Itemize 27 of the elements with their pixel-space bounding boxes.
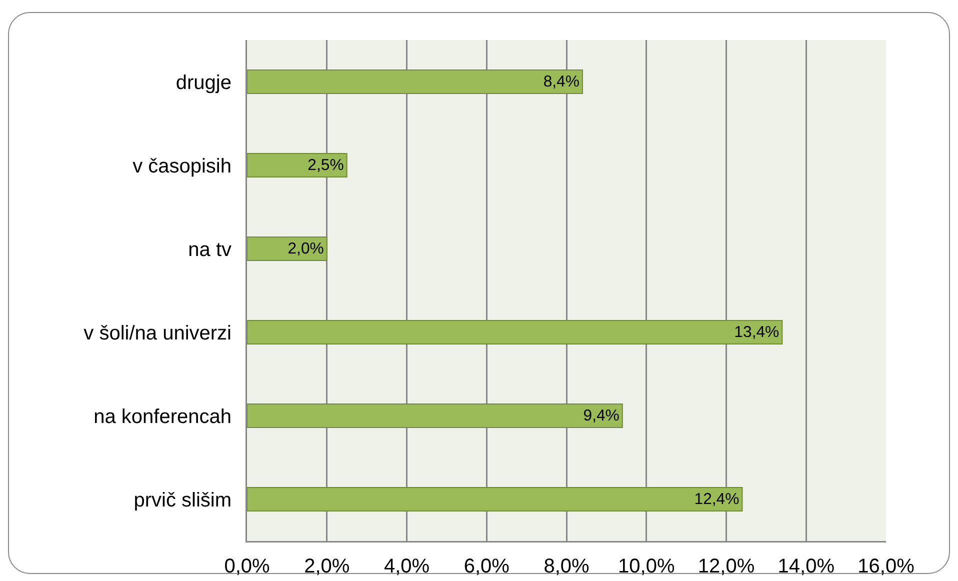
data-label: 2,5% [308,157,344,174]
data-label: 8,4% [543,74,580,91]
x-tick-label: 16,0% [858,556,915,578]
data-label: 12,4% [694,491,740,508]
data-label: 2,0% [288,240,324,258]
bar [247,70,583,94]
data-label: 13,4% [734,324,780,342]
bar [247,487,743,512]
x-tick-label: 10,0% [618,556,675,578]
bar [247,404,623,428]
y-tick-label: na konferencah [94,406,232,428]
x-tick-label: 6,0% [464,556,510,578]
y-tick-label: drugje [176,72,232,94]
y-tick-label: v šoli/na univerzi [84,322,232,344]
x-tick-label: 12,0% [698,556,755,578]
bar [247,153,348,178]
y-tick-label: na tv [188,238,232,261]
x-tick-label: 8,0% [544,556,590,578]
x-tick-label: 4,0% [384,556,430,578]
y-tick-label: v časopisih [132,155,232,178]
x-tick-label: 0,0% [224,556,270,578]
data-label: 9,4% [583,408,620,425]
x-tick-label: 14,0% [778,556,835,578]
bar [247,236,328,261]
x-tick-label: 2,0% [304,556,350,578]
y-tick-label: prvič slišim [134,489,232,512]
bar [247,320,783,344]
